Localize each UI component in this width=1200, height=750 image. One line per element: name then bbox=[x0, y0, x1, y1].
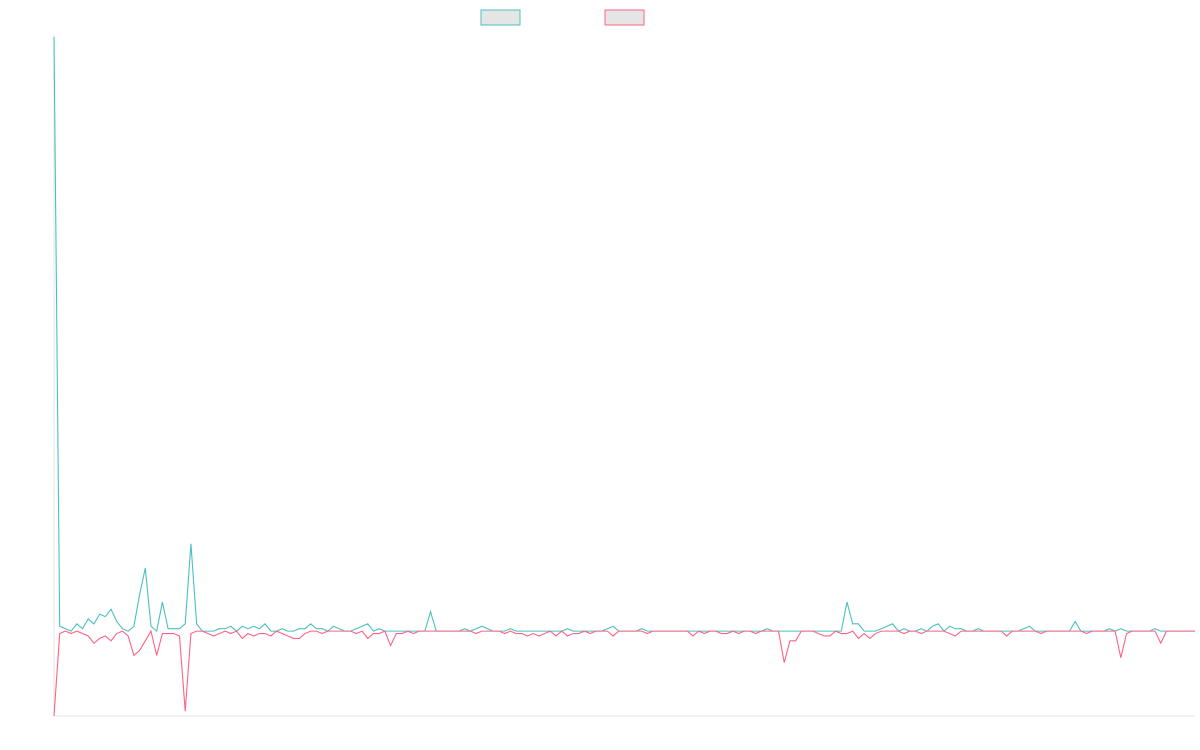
legend-swatch-2 bbox=[604, 9, 645, 26]
series-line-2 bbox=[53, 629, 1195, 717]
legend-swatch-1 bbox=[480, 9, 521, 26]
series-line-1 bbox=[53, 36, 1195, 633]
